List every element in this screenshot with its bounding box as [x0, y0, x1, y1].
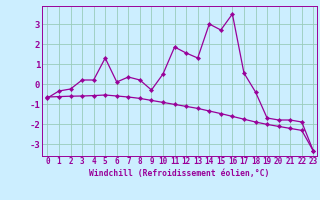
X-axis label: Windchill (Refroidissement éolien,°C): Windchill (Refroidissement éolien,°C) [89, 169, 269, 178]
